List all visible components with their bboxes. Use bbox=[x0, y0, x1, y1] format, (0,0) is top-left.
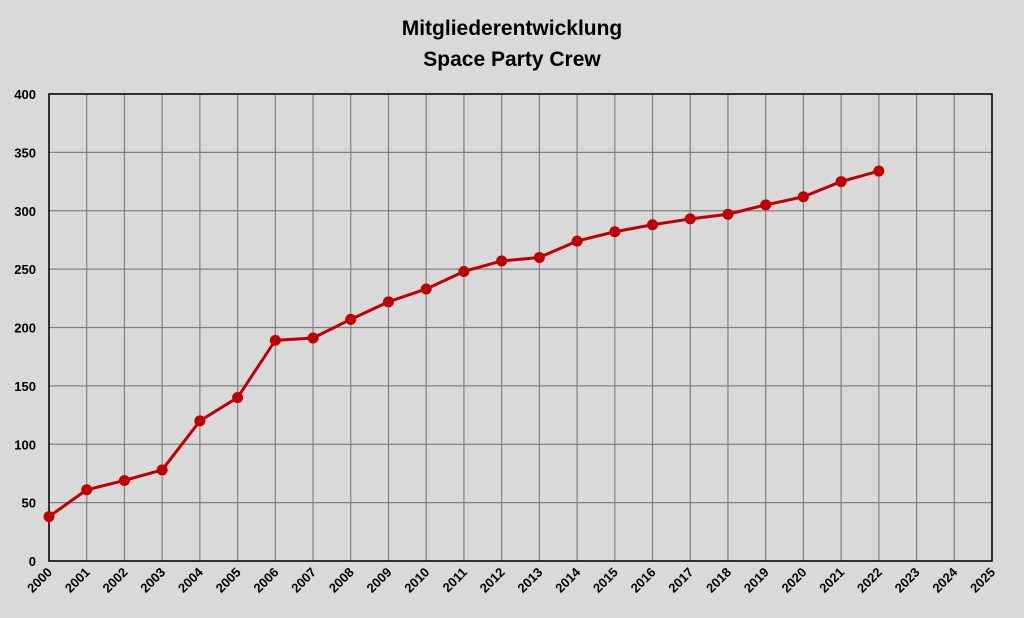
x-tick-label: 2015 bbox=[590, 565, 621, 596]
data-point bbox=[797, 191, 809, 203]
y-tick-label: 100 bbox=[14, 437, 36, 452]
data-point bbox=[420, 283, 432, 295]
x-tick-label: 2014 bbox=[552, 564, 584, 596]
data-point bbox=[722, 208, 734, 220]
x-tick-label: 2002 bbox=[100, 565, 131, 596]
x-tick-label: 2021 bbox=[816, 565, 847, 596]
data-point bbox=[43, 511, 55, 523]
data-point bbox=[835, 176, 847, 188]
y-tick-label: 50 bbox=[22, 496, 36, 511]
data-point bbox=[194, 415, 206, 427]
data-point bbox=[81, 484, 93, 496]
plot-border bbox=[48, 93, 993, 562]
x-tick-label: 2018 bbox=[703, 565, 734, 596]
data-point bbox=[496, 255, 508, 267]
x-tick-label: 2025 bbox=[967, 565, 998, 596]
x-tick-label: 2007 bbox=[288, 565, 319, 596]
data-point bbox=[269, 334, 281, 346]
y-tick-label: 0 bbox=[29, 554, 36, 569]
x-tick-label: 2020 bbox=[778, 565, 809, 596]
data-point bbox=[873, 165, 885, 177]
y-tick-label: 400 bbox=[14, 87, 36, 102]
chart-subtitle: Space Party Crew bbox=[423, 48, 601, 71]
y-tick-label: 250 bbox=[14, 262, 36, 277]
data-point bbox=[382, 296, 394, 308]
y-tick-label: 300 bbox=[14, 204, 36, 219]
x-tick-label: 2001 bbox=[62, 565, 93, 596]
data-point bbox=[156, 464, 168, 476]
x-tick-label: 2004 bbox=[175, 564, 207, 596]
x-tick-label: 2010 bbox=[401, 565, 432, 596]
x-tick-label: 2024 bbox=[929, 564, 961, 596]
x-tick-label: 2019 bbox=[741, 565, 772, 596]
x-tick-label: 2003 bbox=[137, 565, 168, 596]
x-tick-label: 2013 bbox=[514, 565, 545, 596]
data-point bbox=[118, 474, 130, 486]
data-point bbox=[684, 213, 696, 225]
x-tick-label: 2011 bbox=[439, 565, 470, 596]
x-tick-label: 2012 bbox=[477, 565, 508, 596]
data-point bbox=[458, 265, 470, 277]
data-point bbox=[345, 313, 357, 325]
data-point bbox=[533, 251, 545, 263]
x-tick-label: 2009 bbox=[364, 565, 395, 596]
y-tick-label: 150 bbox=[14, 379, 36, 394]
x-tick-label: 2006 bbox=[250, 565, 281, 596]
data-point bbox=[232, 392, 244, 404]
y-tick-label: 350 bbox=[14, 145, 36, 160]
data-point bbox=[609, 226, 621, 238]
x-tick-label: 2000 bbox=[24, 565, 55, 596]
x-tick-label: 2008 bbox=[326, 565, 357, 596]
x-tick-label: 2022 bbox=[854, 565, 885, 596]
data-point bbox=[760, 199, 772, 211]
x-tick-label: 2016 bbox=[628, 565, 659, 596]
data-point bbox=[647, 219, 659, 231]
data-point bbox=[307, 332, 319, 344]
y-tick-label: 200 bbox=[14, 321, 36, 336]
x-tick-label: 2017 bbox=[665, 565, 696, 596]
data-point bbox=[571, 235, 583, 247]
chart-title: Mitgliederentwicklung bbox=[401, 17, 623, 40]
x-tick-label: 2023 bbox=[892, 565, 923, 596]
x-tick-label: 2005 bbox=[213, 565, 244, 596]
